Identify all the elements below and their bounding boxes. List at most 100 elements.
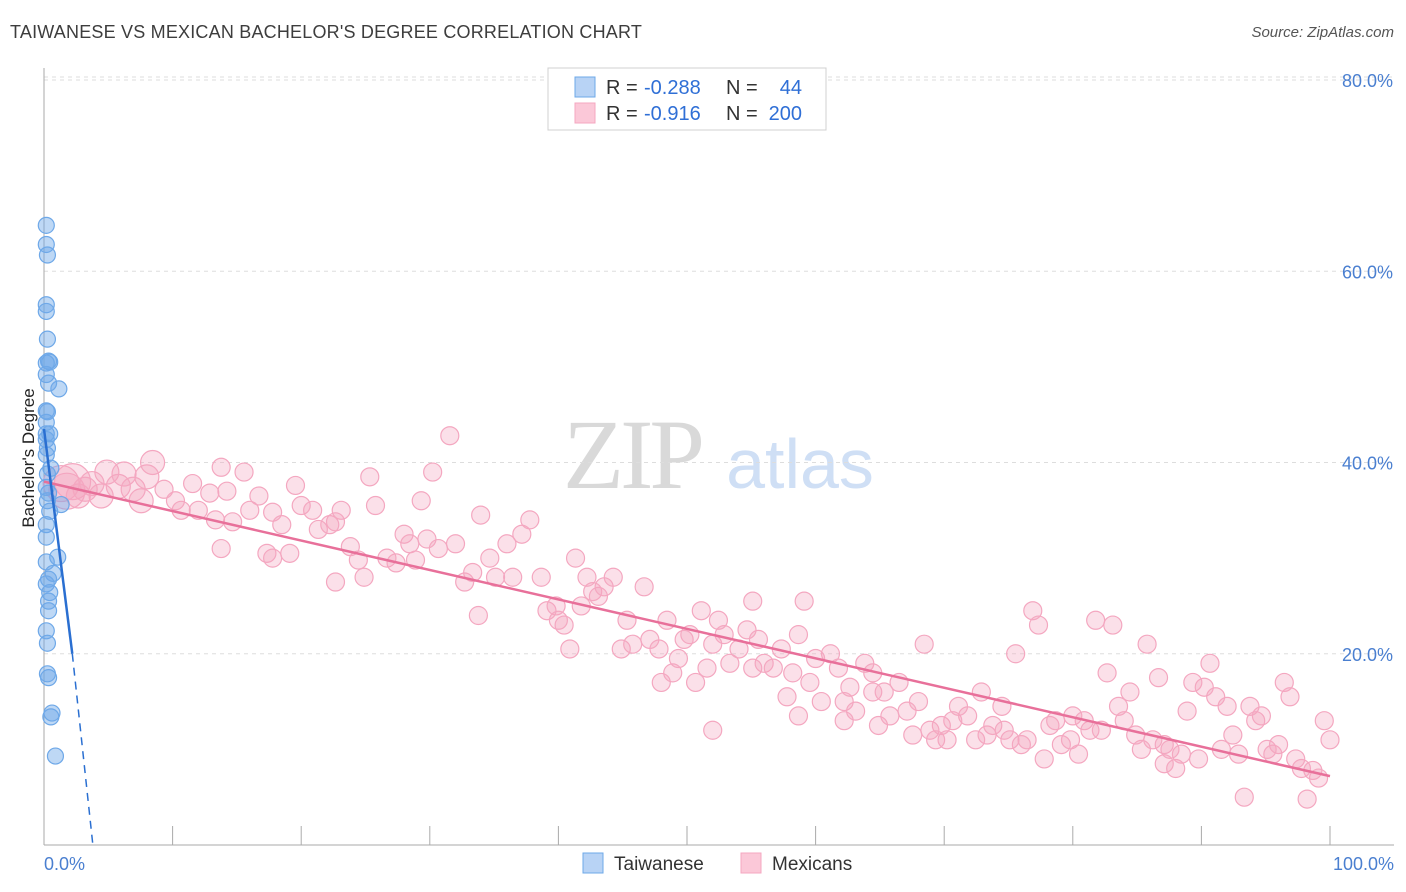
mexicans-point-188 — [354, 567, 374, 587]
y-axis-label: Bachelor's Degree — [19, 388, 38, 527]
mexicans-point-100 — [794, 591, 814, 611]
mexicans-point-118 — [914, 634, 934, 654]
mexicans-point-35 — [320, 515, 340, 535]
mexicans-point-107 — [840, 677, 860, 697]
mexicans-point-65 — [565, 548, 586, 568]
mexicans-point-160 — [1171, 744, 1191, 764]
watermark-atlas: atlas — [726, 425, 874, 503]
taiwanese-point-36 — [39, 669, 58, 687]
watermark-zip: ZIP — [563, 399, 701, 510]
mexicans-point-132 — [1006, 644, 1026, 664]
mexicans-point-196 — [703, 720, 723, 740]
mexicans-point-71 — [603, 567, 623, 587]
y-tick-label-0: 20.0% — [1342, 645, 1393, 665]
mexicans-point-116 — [903, 725, 923, 745]
mexicans-point-192 — [994, 720, 1014, 740]
stats-r-label-1: R = — [606, 103, 638, 125]
stats-r-value-0: -0.288 — [644, 77, 701, 99]
taiwanese-trend-extension — [71, 653, 94, 846]
mexicans-point-145 — [1086, 610, 1106, 630]
taiwanese-point-24 — [37, 516, 55, 534]
mexicans-point-125 — [958, 706, 978, 726]
mexicans-point-59 — [512, 524, 532, 544]
stats-n-value-0: 44 — [780, 77, 802, 99]
mexicans-point-197 — [743, 591, 763, 611]
mexicans-point-74 — [623, 634, 643, 654]
mexicans-point-37 — [331, 500, 351, 520]
taiwanese-point-2 — [38, 246, 57, 264]
mexicans-point-25 — [240, 500, 260, 520]
mexicans-point-60 — [520, 510, 540, 530]
mexicans-point-149 — [1108, 696, 1129, 716]
mexicans-point-44 — [394, 524, 414, 544]
mexicans-point-36 — [325, 512, 346, 532]
mexicans-point-151 — [1120, 682, 1140, 702]
taiwanese-point-5 — [38, 330, 57, 348]
legend-swatch-taiwanese — [582, 852, 604, 874]
axes — [43, 68, 1394, 846]
mexicans-point-101 — [800, 672, 820, 693]
taiwanese-point-34 — [38, 634, 57, 652]
mexicans-point-50 — [440, 426, 460, 446]
mexicans-point-163 — [1188, 749, 1209, 769]
mexicans-point-120 — [926, 730, 946, 750]
taiwanese-point-38 — [42, 708, 60, 726]
mexicans-point-134 — [1017, 730, 1037, 750]
mexicans-point-12 — [134, 464, 160, 490]
mexicans-point-14 — [154, 479, 174, 499]
mexicans-point-13 — [139, 449, 166, 476]
y-tick-labels: 20.0% 40.0% 60.0% 80.0% — [1342, 71, 1393, 665]
mexicans-point-119 — [920, 720, 940, 740]
mexicans-point-190 — [651, 672, 671, 693]
mexicans-point-186 — [1320, 730, 1340, 750]
mexicans-point-200 — [325, 572, 346, 592]
mexicans-point-49 — [428, 538, 448, 559]
mexicans-point-26 — [249, 486, 269, 506]
mexicans-point-179 — [1280, 687, 1300, 707]
mexicans-point-55 — [480, 548, 500, 568]
stats-n-label-1: N = — [726, 103, 758, 125]
taiwanese-point-4 — [37, 302, 55, 321]
stats-r-label-0: R = — [606, 77, 638, 99]
mexicans-point-88 — [714, 625, 734, 645]
taiwanese-point-0 — [37, 216, 55, 234]
mexicans-point-194 — [1154, 754, 1174, 774]
mexicans-point-117 — [908, 691, 929, 712]
mexicans-point-19 — [200, 483, 220, 503]
mexicans-point-195 — [788, 706, 809, 726]
mexicans-point-97 — [777, 687, 797, 707]
stats-swatch-taiwanese — [574, 76, 596, 98]
mexicans-point-171 — [1234, 787, 1254, 807]
mexicans-point-189 — [560, 639, 580, 659]
mexicans-point-67 — [577, 567, 597, 587]
mexicans-point-162 — [1183, 672, 1203, 693]
mexicans-point-31 — [285, 475, 306, 496]
taiwanese-point-3 — [37, 296, 55, 314]
mexicans-point-174 — [1251, 706, 1272, 726]
mexicans-point-123 — [943, 711, 963, 731]
mexicans-point-92 — [743, 658, 763, 678]
mexicans-point-191 — [834, 711, 854, 731]
mexicans-point-159 — [1166, 758, 1186, 779]
taiwanese-point-11 — [50, 380, 68, 398]
taiwanese-point-31 — [41, 583, 59, 602]
mexicans-point-69 — [588, 586, 609, 606]
mexicans-point-45 — [400, 534, 420, 554]
mexicans-point-72 — [611, 639, 631, 659]
mexicans-point-33 — [303, 500, 323, 520]
taiwanese-point-6 — [39, 352, 58, 370]
x-tick-min: 0.0% — [44, 854, 85, 874]
mexicans-point-178 — [1274, 672, 1294, 693]
mexicans-point-168 — [1217, 696, 1237, 716]
mexicans-point-63 — [546, 596, 566, 616]
mexicans-point-202 — [211, 538, 231, 559]
mexicans-point-32 — [291, 495, 311, 516]
mexicans-point-80 — [668, 648, 689, 669]
taiwanese-point-30 — [37, 575, 55, 593]
taiwanese-point-43 — [39, 602, 58, 620]
stats-legend: R = -0.288 N = 44 R = -0.916 N = 200 — [547, 67, 827, 131]
mexicans-point-21 — [211, 457, 231, 477]
mexicans-point-142 — [1068, 744, 1089, 764]
mexicans-point-103 — [811, 691, 831, 712]
